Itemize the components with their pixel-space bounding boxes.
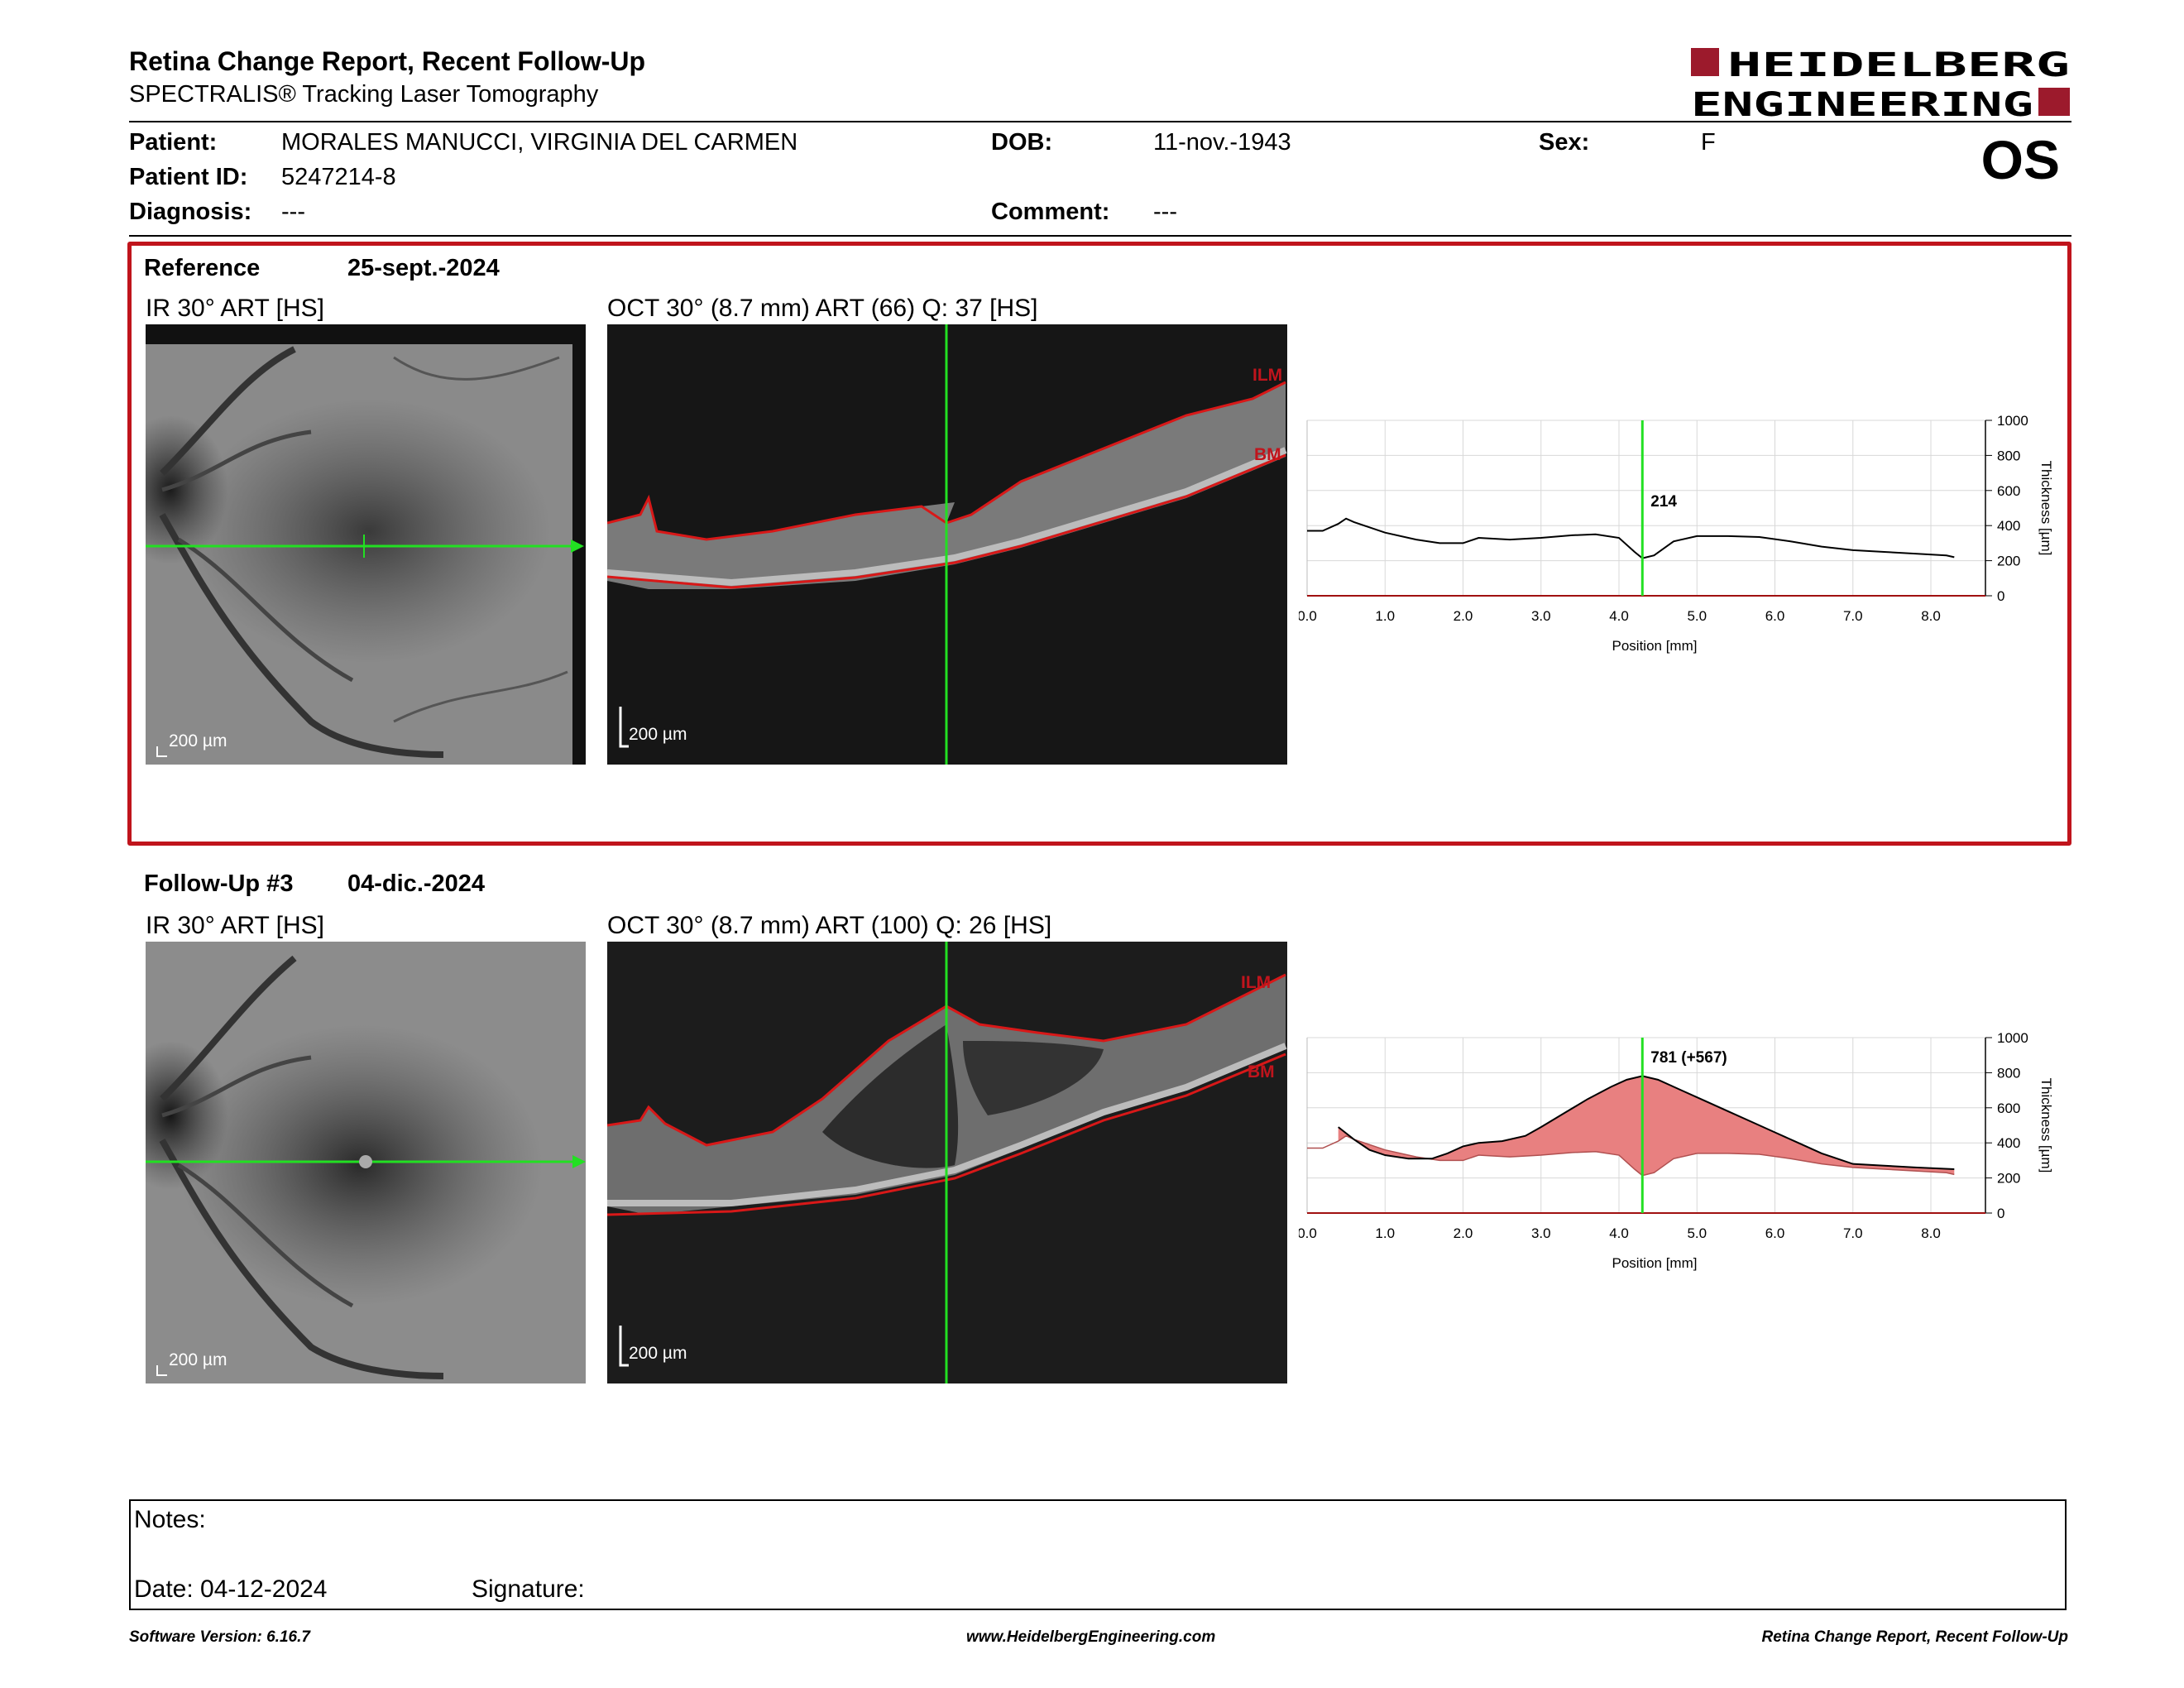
followup-thickness-chart: 0.0 1.0 2.0 3.0 4.0 5.0 6.0 7.0 8.0 0 200 400 600 800… [1297,1029,2076,1294]
y-tick-label: 1000 [1997,1030,2028,1046]
y-tick-label: 400 [1997,1135,2020,1151]
patient-label: Patient: [129,129,218,156]
report-title: Retina Change Report, Recent Follow-Up [129,46,646,76]
x-tick-label: 6.0 [1765,608,1785,624]
followup-ir-image[interactable]: 200 µm [146,942,586,1383]
reference-ir-scale: 200 µm [169,731,228,750]
x-tick-label: 8.0 [1921,1225,1941,1241]
y-tick-label: 600 [1997,483,2020,499]
x-tick-label: 8.0 [1921,608,1941,624]
x-tick-label: 2.0 [1454,1225,1473,1241]
followup-oct-label: OCT 30° (8.7 mm) ART (100) Q: 26 [HS] [607,912,1052,939]
y-tick-label: 400 [1997,518,2020,534]
diagnosis-label: Diagnosis: [129,199,252,225]
reference-thickness-line [1307,1134,1955,1177]
reference-oct-label: OCT 30° (8.7 mm) ART (66) Q: 37 [HS] [607,295,1038,322]
report-subtitle: SPECTRALIS® Tracking Laser Tomography [129,81,599,108]
followup-label: Follow-Up #3 [144,870,294,897]
x-tick-label: 1.0 [1375,608,1395,624]
followup-ilm-label: ILM [1241,973,1271,992]
notes-box [129,1499,2067,1610]
x-tick-label: 7.0 [1843,1225,1863,1241]
dob-value: 11-nov.-1943 [1153,129,1291,156]
comment-value: --- [1153,199,1177,225]
x-tick-label: 3.0 [1531,1225,1551,1241]
eye-indicator: OS [1980,129,2060,190]
software-version: Software Version: 6.16.7 [129,1628,310,1646]
logo-line1: HEIDELBERG [1727,46,2070,84]
reference-oct-scale: 200 µm [629,725,687,744]
followup-ir-scale: 200 µm [169,1350,228,1369]
reference-ir-image[interactable]: 200 µm [146,324,586,765]
x-tick-label: 6.0 [1765,1225,1785,1241]
x-tick-label: 7.0 [1843,608,1863,624]
followup-oct-scale: 200 µm [629,1344,687,1363]
y-tick-label: 600 [1997,1101,2020,1116]
y-tick-label: 800 [1997,448,2020,463]
y-axis-label: Thickness [µm] [2038,1078,2054,1173]
logo-line2: ENGINEERING [1691,86,2033,121]
date-label: Date: 04-12-2024 [134,1575,328,1603]
marker-value-label: 214 [1650,493,1677,511]
divider-patient [129,235,2071,237]
reference-ilm-label: ILM [1252,366,1282,385]
dob-label: DOB: [991,129,1053,156]
patient-id: 5247214-8 [281,164,396,190]
patient-name: MORALES MANUCCI, VIRGINIA DEL CARMEN [281,129,798,156]
reference-bm-label: BM [1254,445,1281,464]
followup-ir-label: IR 30° ART [HS] [146,912,324,939]
notes-label: Notes: [134,1506,206,1533]
y-tick-label: 0 [1997,1206,2004,1221]
y-axis-label: Thickness [µm] [2038,461,2054,556]
patient-id-label: Patient ID: [129,164,248,190]
thickness-line [1307,517,1955,559]
website-link[interactable]: www.HeidelbergEngineering.com [966,1628,1216,1646]
y-tick-label: 200 [1997,1171,2020,1187]
y-tick-label: 200 [1997,554,2020,569]
x-axis-label: Position [mm] [1612,1255,1698,1271]
x-tick-label: 3.0 [1531,608,1551,624]
y-tick-label: 0 [1997,588,2004,604]
footer-report-name: Retina Change Report, Recent Follow-Up [1761,1628,2068,1646]
reference-thickness-chart: 0.0 1.0 2.0 3.0 4.0 5.0 6.0 7.0 8.0 0 200 400 600 800… [1297,412,2076,677]
comment-label: Comment: [991,199,1110,225]
difference-area [1338,1076,1955,1176]
x-tick-label: 5.0 [1687,608,1707,624]
reference-frame [127,242,2071,846]
x-axis-label: Position [mm] [1612,638,1698,654]
marker-value-label: 781 (+567) [1650,1049,1727,1067]
reference-date: 25-sept.-2024 [347,255,500,281]
diagnosis-value: --- [281,199,305,225]
reference-oct-image[interactable]: ILM BM 200 µm [607,324,1287,765]
x-tick-label: 4.0 [1609,1225,1629,1241]
heidelberg-logo: HEIDELBERG ENGINEERING [1691,45,2071,124]
y-tick-label: 1000 [1997,413,2028,429]
followup-date: 04-dic.-2024 [347,870,486,897]
x-tick-label: 4.0 [1609,608,1629,624]
y-tick-label: 800 [1997,1065,2020,1081]
reference-label: Reference [144,255,261,281]
sex-value: F [1701,129,1716,156]
followup-thickness-line [1338,1075,1955,1170]
sex-label: Sex: [1539,129,1590,156]
x-tick-label: 2.0 [1454,608,1473,624]
x-tick-label: 0.0 [1299,608,1317,624]
x-tick-label: 1.0 [1375,1225,1395,1241]
x-tick-label: 0.0 [1299,1225,1317,1241]
divider-top [129,121,2071,122]
signature-label: Signature: [472,1575,585,1603]
followup-oct-image[interactable]: ILM BM 200 µm [607,942,1287,1383]
x-tick-label: 5.0 [1687,1225,1707,1241]
followup-bm-label: BM [1248,1062,1275,1081]
reference-ir-label: IR 30° ART [HS] [146,295,324,322]
